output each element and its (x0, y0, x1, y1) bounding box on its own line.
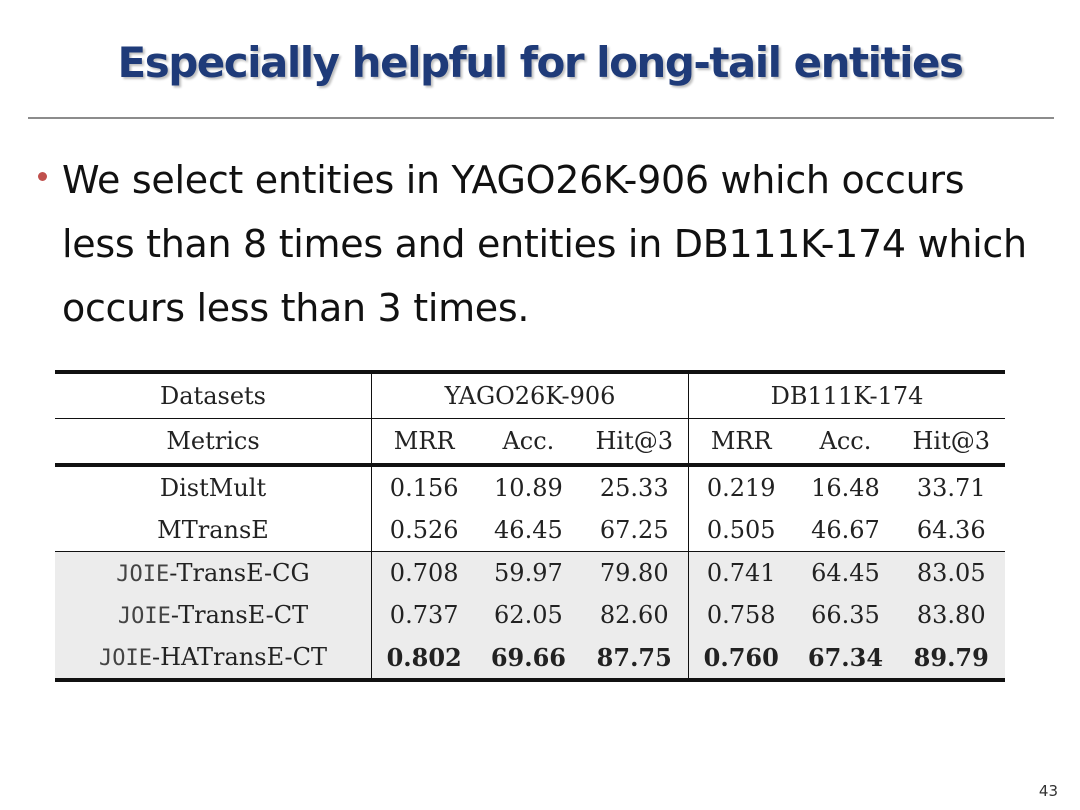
cell: 67.25 (580, 509, 690, 552)
metric-header: Acc. (476, 418, 581, 467)
table-header-datasets: Datasets YAGO26K-906 DB111K-174 (55, 370, 1005, 419)
table-row: MTransE 0.526 46.45 67.25 0.505 46.67 64… (55, 509, 1005, 552)
table-header-metrics: Metrics MRR Acc. Hit@3 MRR Acc. Hit@3 (55, 418, 1005, 467)
model-name: JOIE-TransE-CT (55, 594, 372, 636)
cell: 69.66 (476, 636, 581, 682)
cell: 79.80 (580, 551, 690, 594)
cell: 0.758 (688, 594, 794, 636)
cell: 0.219 (706, 474, 776, 502)
cell: 66.35 (793, 594, 898, 636)
table-row: DistMult 0.156 10.89 25.33 0.219 16.48 3… (55, 465, 1005, 509)
model-name: JOIE-HATransE-CT (55, 636, 372, 682)
cell: 33.71 (916, 474, 986, 502)
cell: 0.526 (371, 509, 477, 552)
cell: 67.34 (793, 636, 898, 682)
bullet-dot-icon (38, 172, 47, 181)
table-row: JOIE-TransE-CT 0.737 62.05 82.60 0.758 6… (55, 594, 1005, 636)
table-row: JOIE-TransE-CG 0.708 59.97 79.80 0.741 6… (55, 551, 1005, 594)
cell: 0.760 (688, 636, 794, 682)
cell: 82.60 (580, 594, 690, 636)
title-divider (28, 117, 1054, 119)
slide-title: Especially helpful for long-tail entitie… (117, 38, 964, 87)
model-name: JOIE-TransE-CG (55, 551, 372, 594)
cell: 0.156 (389, 474, 459, 502)
page-number: 43 (1038, 782, 1058, 800)
cell: 62.05 (476, 594, 581, 636)
cell: 89.79 (897, 636, 1005, 682)
cell: 46.67 (793, 509, 898, 552)
datasets-label: Datasets (55, 370, 372, 419)
metric-header: Acc. (793, 418, 898, 467)
metrics-label: Metrics (55, 418, 372, 467)
bullet-text: We select entities in YAGO26K-906 which … (62, 158, 1027, 330)
model-name: MTransE (55, 509, 372, 552)
metric-header: Hit@3 (580, 418, 690, 467)
metric-header: Hit@3 (897, 418, 1005, 467)
cell: 0.505 (688, 509, 794, 552)
dataset1-header: YAGO26K-906 (371, 370, 690, 419)
cell: 0.802 (371, 636, 477, 682)
cell: 46.45 (476, 509, 581, 552)
cell: 0.741 (688, 551, 794, 594)
cell: 16.48 (811, 474, 880, 502)
metric-header: MRR (688, 418, 794, 467)
cell: 64.36 (897, 509, 1005, 552)
cell: 0.708 (371, 551, 477, 594)
table-row-best: JOIE-HATransE-CT 0.802 69.66 87.75 0.760… (55, 636, 1005, 682)
metric-header: MRR (371, 418, 477, 467)
cell: 0.737 (371, 594, 477, 636)
cell: 83.80 (897, 594, 1005, 636)
cell: 83.05 (897, 551, 1005, 594)
results-table: Datasets YAGO26K-906 DB111K-174 Metrics … (55, 370, 1005, 682)
cell: 64.45 (793, 551, 898, 594)
cell: 87.75 (580, 636, 690, 682)
cell: 25.33 (580, 465, 690, 509)
dataset2-header: DB111K-174 (688, 370, 1005, 419)
cell: 10.89 (494, 474, 563, 502)
bullet-item: We select entities in YAGO26K-906 which … (38, 148, 1048, 340)
model-name: DistMult (55, 465, 372, 509)
cell: 59.97 (476, 551, 581, 594)
